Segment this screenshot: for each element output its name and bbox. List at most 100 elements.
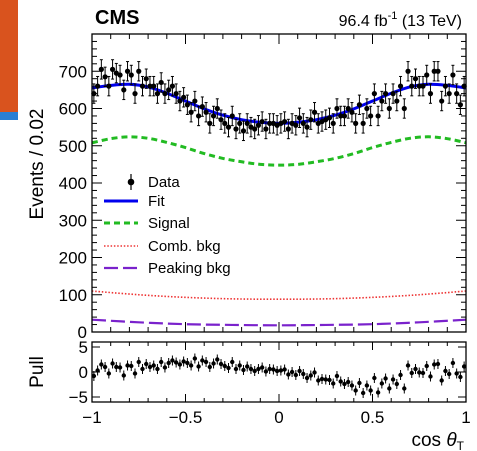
data-point — [390, 83, 396, 104]
pull-point-marker — [368, 388, 373, 393]
data-point-marker — [267, 120, 273, 126]
pull-point-marker — [342, 381, 347, 387]
pull-point-marker — [203, 359, 209, 365]
data-point-marker — [106, 83, 112, 89]
data-point — [330, 113, 336, 134]
pull-point-marker — [106, 371, 112, 376]
data-point-marker — [382, 91, 389, 97]
data-point-marker — [405, 68, 411, 74]
data-point — [409, 75, 415, 97]
pull-point-marker — [428, 374, 433, 379]
pull-point — [177, 359, 183, 370]
data-point — [270, 113, 276, 134]
data-point — [323, 109, 329, 130]
data-point-marker — [210, 113, 217, 119]
pull-point — [158, 357, 164, 367]
pull-point — [289, 367, 295, 377]
data-point-marker — [188, 109, 194, 115]
data-point-marker — [147, 83, 153, 89]
luminosity-label: 96.4 fb-1 (13 TeV) — [339, 10, 462, 30]
data-point-marker — [442, 83, 449, 89]
pull-y-tick-label: 5 — [79, 338, 88, 357]
data-point — [397, 75, 404, 97]
main-y-tick-label: 0 — [78, 323, 87, 342]
pull-point-marker — [140, 366, 145, 372]
data-point-marker — [371, 91, 377, 97]
data-point — [308, 109, 314, 130]
data-point-marker — [349, 109, 355, 115]
pull-point-marker — [274, 368, 280, 374]
pull-point-marker — [162, 365, 168, 370]
pull-point-marker — [144, 361, 149, 367]
data-point — [95, 75, 101, 97]
pull-point-marker — [237, 363, 242, 368]
pull-point-marker — [102, 364, 108, 370]
pull-point-marker — [248, 366, 254, 372]
data-point-marker — [420, 83, 426, 89]
pull-point — [140, 364, 145, 374]
data-point — [263, 118, 269, 140]
data-point-marker — [450, 72, 456, 78]
pull-point — [435, 359, 441, 369]
pull-point-marker — [91, 373, 97, 379]
pull-point — [117, 362, 123, 373]
pull-point — [166, 358, 171, 368]
pull-point-marker — [218, 361, 224, 367]
pull-point — [144, 359, 149, 369]
data-point-marker — [207, 120, 213, 126]
main-plot-frame — [91, 33, 467, 333]
data-point-marker — [326, 115, 333, 121]
pull-point — [461, 361, 467, 372]
data-point — [162, 83, 168, 104]
data-point-marker — [311, 109, 318, 115]
data-point — [345, 98, 351, 119]
data-point — [237, 113, 243, 134]
pull-point — [106, 368, 112, 379]
data-point-marker — [338, 113, 344, 119]
pull-point-marker — [394, 381, 400, 387]
data-point-marker — [435, 68, 441, 74]
main-y-tick-label: 400 — [59, 174, 87, 193]
pull-point-marker — [233, 366, 239, 372]
data-point — [218, 109, 224, 130]
pull-point-marker — [323, 377, 328, 382]
pull-data-points — [91, 353, 467, 398]
legend-label-data: Data — [148, 174, 180, 191]
data-point — [446, 83, 452, 104]
pull-point — [364, 380, 370, 391]
data-point — [334, 98, 340, 119]
pull-point-marker — [417, 370, 422, 375]
data-point — [431, 61, 437, 82]
data-point-marker — [397, 83, 404, 89]
x-tick-label: 0.5 — [361, 408, 385, 427]
pull-point-marker — [316, 378, 321, 383]
data-point — [166, 79, 172, 101]
data-point-marker — [218, 117, 224, 123]
pull-point — [432, 359, 437, 370]
pull-point-marker — [147, 364, 153, 370]
pull-point — [327, 375, 332, 385]
pull-point-marker — [196, 364, 201, 369]
data-point-marker — [102, 74, 108, 80]
data-point — [278, 113, 284, 134]
pull-point-marker — [245, 364, 250, 369]
pull-point — [405, 360, 411, 371]
data-point — [405, 61, 411, 82]
data-point — [188, 102, 194, 123]
data-point — [311, 102, 318, 123]
corner-badge-bottom — [0, 112, 18, 120]
pull-point-marker — [286, 372, 291, 377]
pull-point-marker — [110, 361, 115, 366]
data-point — [195, 105, 202, 127]
data-point — [255, 115, 262, 136]
data-point-marker — [109, 66, 116, 72]
data-point — [267, 113, 273, 134]
pull-point — [245, 361, 250, 372]
pull-point — [334, 371, 340, 381]
pull-point — [323, 374, 328, 385]
pull-point — [136, 357, 141, 367]
pull-point-marker — [267, 366, 272, 372]
data-point — [128, 64, 134, 86]
pull-point — [170, 355, 175, 366]
pull-point — [319, 374, 325, 384]
